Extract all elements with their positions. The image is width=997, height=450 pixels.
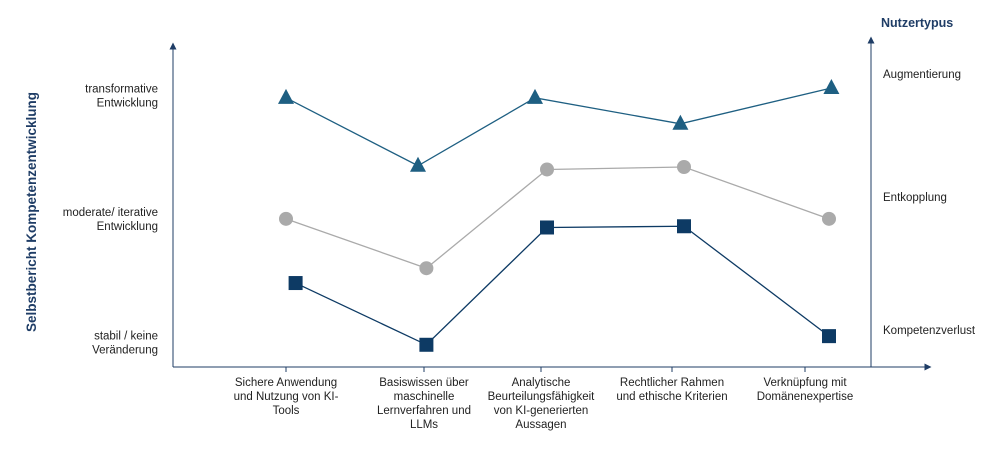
data-point bbox=[419, 337, 434, 352]
series-entkopplung bbox=[279, 159, 836, 276]
series-line bbox=[295, 225, 830, 346]
x-tick-label: Basiswissen über maschinelle Lernverfahren… bbox=[377, 377, 471, 431]
legend-entry: Entkopplung bbox=[883, 192, 947, 204]
data-point bbox=[677, 219, 691, 234]
x-tick-label: Rechtlicher Rahmen und ethische Kriterien bbox=[616, 377, 727, 403]
axes bbox=[169, 36, 932, 371]
data-point bbox=[288, 276, 303, 291]
y-tick-label: stabil / keine Veränderung bbox=[92, 330, 158, 356]
x-tick-label: Verknüpfung mit Domänenexpertise bbox=[757, 377, 854, 403]
data-point bbox=[677, 159, 691, 174]
series-kompetenzverlust bbox=[288, 219, 836, 352]
y-axis-title: Selbstbericht Kompetenzentwicklung bbox=[24, 92, 39, 332]
data-point bbox=[419, 261, 434, 276]
x-tick-label: Analytische Beurteilungsfähigkeit von KI-g… bbox=[488, 377, 596, 431]
x-tick-label: Sichere Anwendung und Nutzung von KI-Tool… bbox=[234, 377, 339, 417]
data-point bbox=[410, 156, 426, 172]
legend-entry: Augmentierung bbox=[883, 69, 961, 81]
data-point bbox=[823, 78, 840, 94]
data-point bbox=[822, 329, 836, 344]
data-point bbox=[540, 162, 554, 177]
series-augmentierung bbox=[278, 78, 840, 172]
data-point bbox=[278, 88, 294, 104]
y-tick-label: transformative Entwicklung bbox=[85, 83, 158, 109]
legend-entry: Kompetenzverlust bbox=[883, 325, 976, 337]
data-point bbox=[672, 114, 689, 130]
data-point bbox=[527, 88, 543, 104]
data-point bbox=[279, 211, 293, 226]
series-line bbox=[285, 166, 830, 269]
data-point bbox=[540, 220, 554, 235]
y-tick-label: moderate/ iterative Entwicklung bbox=[63, 207, 158, 233]
data-point bbox=[822, 211, 836, 226]
series-line bbox=[285, 87, 832, 167]
legend-title: Nutzertypus bbox=[881, 16, 953, 30]
